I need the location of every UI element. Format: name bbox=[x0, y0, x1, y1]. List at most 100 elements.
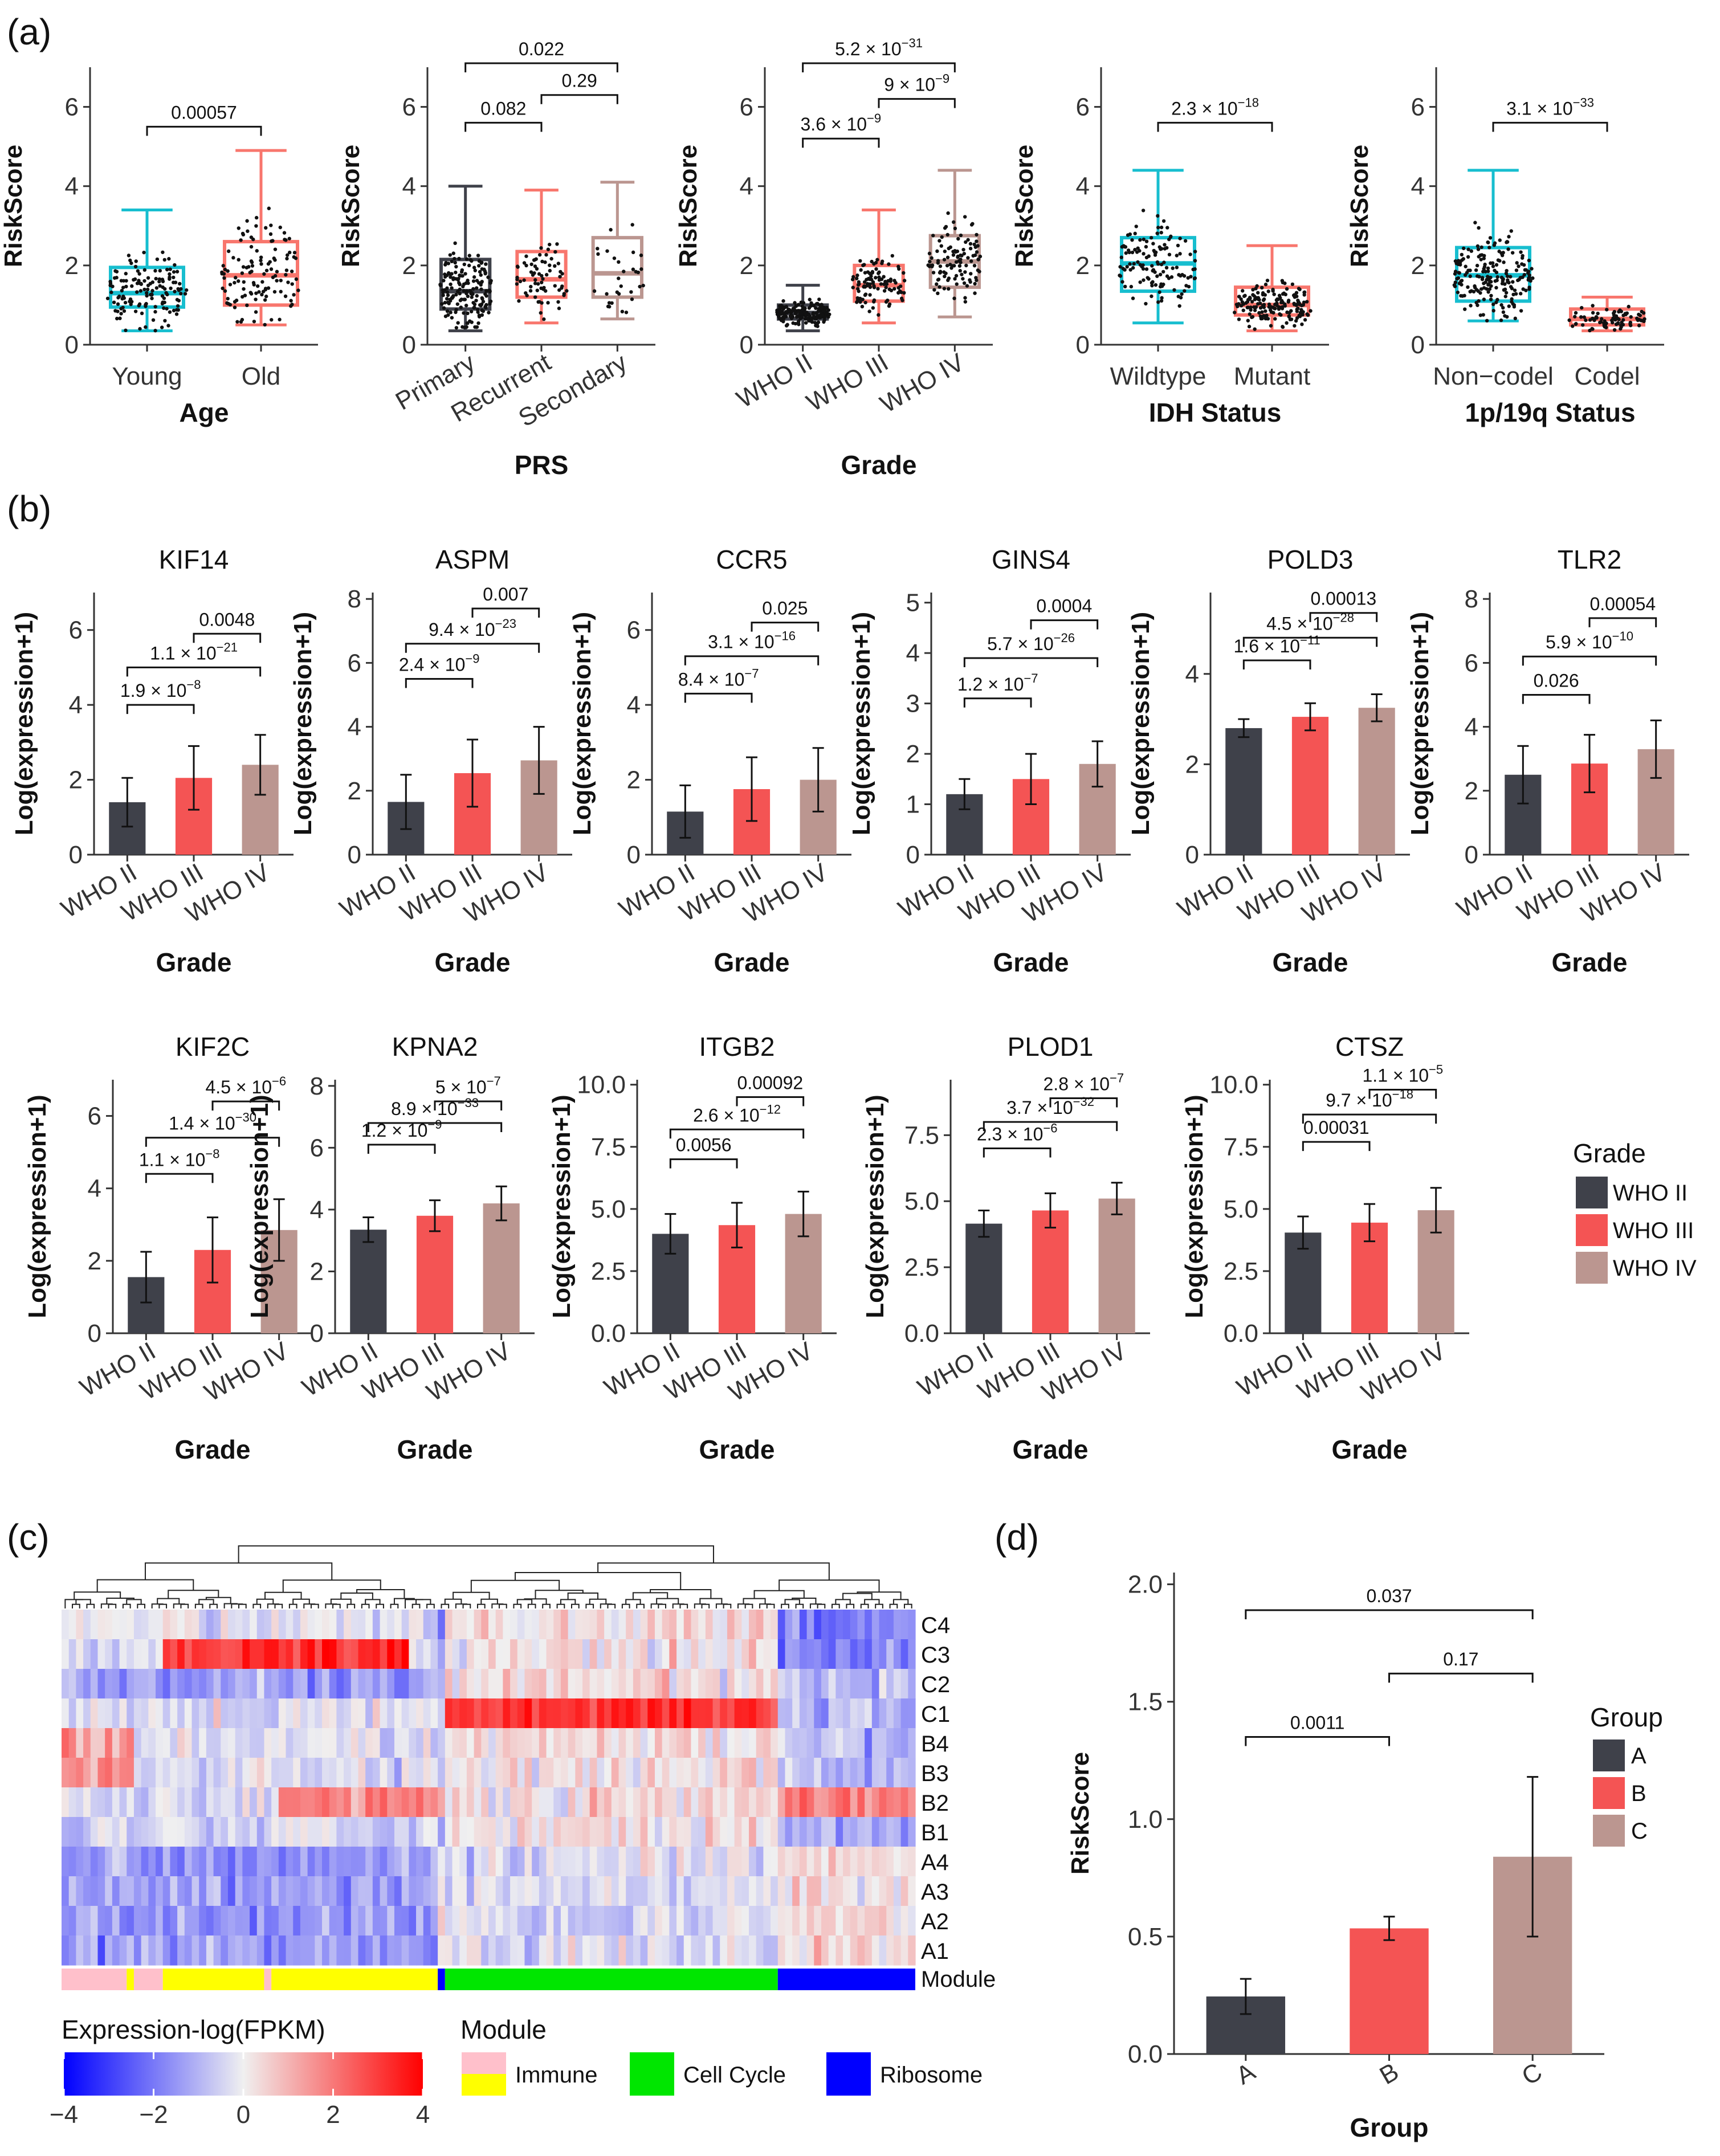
heatmap-cell bbox=[271, 1847, 279, 1877]
data-point bbox=[259, 255, 263, 259]
heatmap-cell bbox=[133, 1758, 142, 1788]
data-point bbox=[1460, 252, 1464, 257]
data-point bbox=[1476, 303, 1479, 307]
heatmap-cell bbox=[119, 1936, 127, 1966]
heatmap-cell bbox=[83, 1876, 91, 1906]
heatmap-cell bbox=[293, 1728, 301, 1758]
data-point bbox=[176, 304, 180, 308]
heatmap-cell bbox=[865, 1698, 873, 1729]
heatmap-cell bbox=[83, 1936, 91, 1966]
heatmap-cell bbox=[749, 1787, 757, 1818]
heatmap-cell bbox=[676, 1728, 684, 1758]
heatmap-cell bbox=[372, 1698, 381, 1729]
heatmap-cell bbox=[286, 1817, 294, 1847]
heatmap-cell bbox=[76, 1698, 84, 1729]
heatmap-cell bbox=[264, 1728, 272, 1758]
heatmap-cell bbox=[387, 1610, 395, 1640]
data-point bbox=[226, 301, 230, 306]
data-point bbox=[1302, 300, 1306, 304]
x-axis-title: Grade bbox=[714, 948, 790, 977]
heatmap-cell bbox=[792, 1758, 800, 1788]
heatmap-cell bbox=[409, 1936, 417, 1966]
p-value-base: 2.3 × 10 bbox=[977, 1124, 1044, 1145]
data-point bbox=[250, 270, 254, 273]
data-point bbox=[449, 282, 453, 287]
heatmap-cell bbox=[495, 1847, 503, 1877]
data-point bbox=[1167, 237, 1171, 242]
heatmap-cell bbox=[445, 1610, 453, 1640]
heatmap-cell bbox=[893, 1936, 902, 1966]
heatmap-cell bbox=[662, 1728, 670, 1758]
data-point bbox=[1505, 274, 1510, 279]
data-point bbox=[820, 303, 824, 307]
data-point bbox=[932, 288, 936, 292]
heatmap-cell bbox=[76, 1758, 84, 1788]
heatmap-cell bbox=[242, 1728, 250, 1758]
heatmap-cell bbox=[871, 1817, 880, 1847]
data-point bbox=[1480, 277, 1485, 281]
heatmap-cell bbox=[814, 1639, 822, 1669]
heatmap-row-label: A4 bbox=[921, 1850, 949, 1875]
heatmap-cell bbox=[97, 1847, 105, 1877]
heatmap-cell bbox=[423, 1669, 431, 1699]
data-point bbox=[1466, 255, 1470, 259]
data-point bbox=[161, 279, 165, 284]
heatmap-cell bbox=[720, 1787, 728, 1818]
heatmap-cell bbox=[430, 1639, 438, 1669]
heatmap-cell bbox=[162, 1817, 171, 1847]
data-point bbox=[1242, 294, 1246, 299]
data-point bbox=[1154, 283, 1158, 287]
heatmap-cell bbox=[604, 1787, 612, 1818]
data-point bbox=[529, 270, 533, 274]
heatmap-cell bbox=[83, 1669, 91, 1699]
heatmap-cell bbox=[669, 1610, 677, 1640]
heatmap-cell bbox=[734, 1787, 742, 1818]
heatmap-cell bbox=[380, 1728, 388, 1758]
data-point bbox=[1180, 272, 1184, 277]
heatmap-cell bbox=[344, 1639, 352, 1669]
heatmap-cell bbox=[394, 1639, 402, 1669]
heatmap-cell bbox=[553, 1728, 561, 1758]
data-point bbox=[269, 267, 274, 271]
data-point bbox=[1269, 310, 1274, 314]
heatmap-row-label: C2 bbox=[921, 1672, 950, 1697]
data-point bbox=[1262, 303, 1266, 307]
data-point bbox=[1460, 294, 1465, 298]
data-point bbox=[446, 262, 451, 266]
heatmap-cell bbox=[626, 1847, 634, 1877]
data-point bbox=[438, 283, 442, 287]
heatmap-cell bbox=[524, 1876, 532, 1906]
data-point bbox=[1488, 236, 1493, 240]
heatmap-cell bbox=[358, 1787, 366, 1818]
heatmap-cell bbox=[242, 1787, 250, 1818]
heatmap-cell bbox=[597, 1610, 605, 1640]
data-point bbox=[955, 282, 959, 286]
heatmap-cell bbox=[582, 1698, 590, 1729]
data-point bbox=[1478, 313, 1483, 317]
heatmap-cell bbox=[227, 1876, 236, 1906]
heatmap-cell bbox=[814, 1936, 822, 1966]
data-point bbox=[858, 300, 862, 304]
data-point bbox=[115, 316, 119, 321]
data-point bbox=[273, 247, 278, 251]
heatmap-cell bbox=[90, 1787, 99, 1818]
heatmap-cell bbox=[828, 1639, 836, 1669]
heatmap-cell bbox=[676, 1906, 684, 1936]
p-value-exponent: −8 bbox=[186, 677, 201, 692]
data-point bbox=[467, 254, 471, 258]
data-point bbox=[1519, 250, 1523, 254]
heatmap-cell bbox=[286, 1669, 294, 1699]
heatmap-cell bbox=[191, 1817, 199, 1847]
heatmap-cell bbox=[430, 1758, 438, 1788]
data-point bbox=[804, 321, 808, 325]
data-point bbox=[113, 309, 117, 313]
heatmap-cell bbox=[560, 1847, 569, 1877]
y-tick-label: 6 bbox=[88, 1102, 101, 1130]
heatmap-cell bbox=[148, 1847, 156, 1877]
data-point bbox=[1189, 275, 1193, 279]
p-value-label: 3.1 × 10−33 bbox=[1506, 95, 1594, 119]
heatmap-cell bbox=[705, 1758, 714, 1788]
heatmap-cell bbox=[256, 1610, 265, 1640]
heatmap-cell bbox=[438, 1906, 446, 1936]
data-point bbox=[172, 275, 176, 280]
